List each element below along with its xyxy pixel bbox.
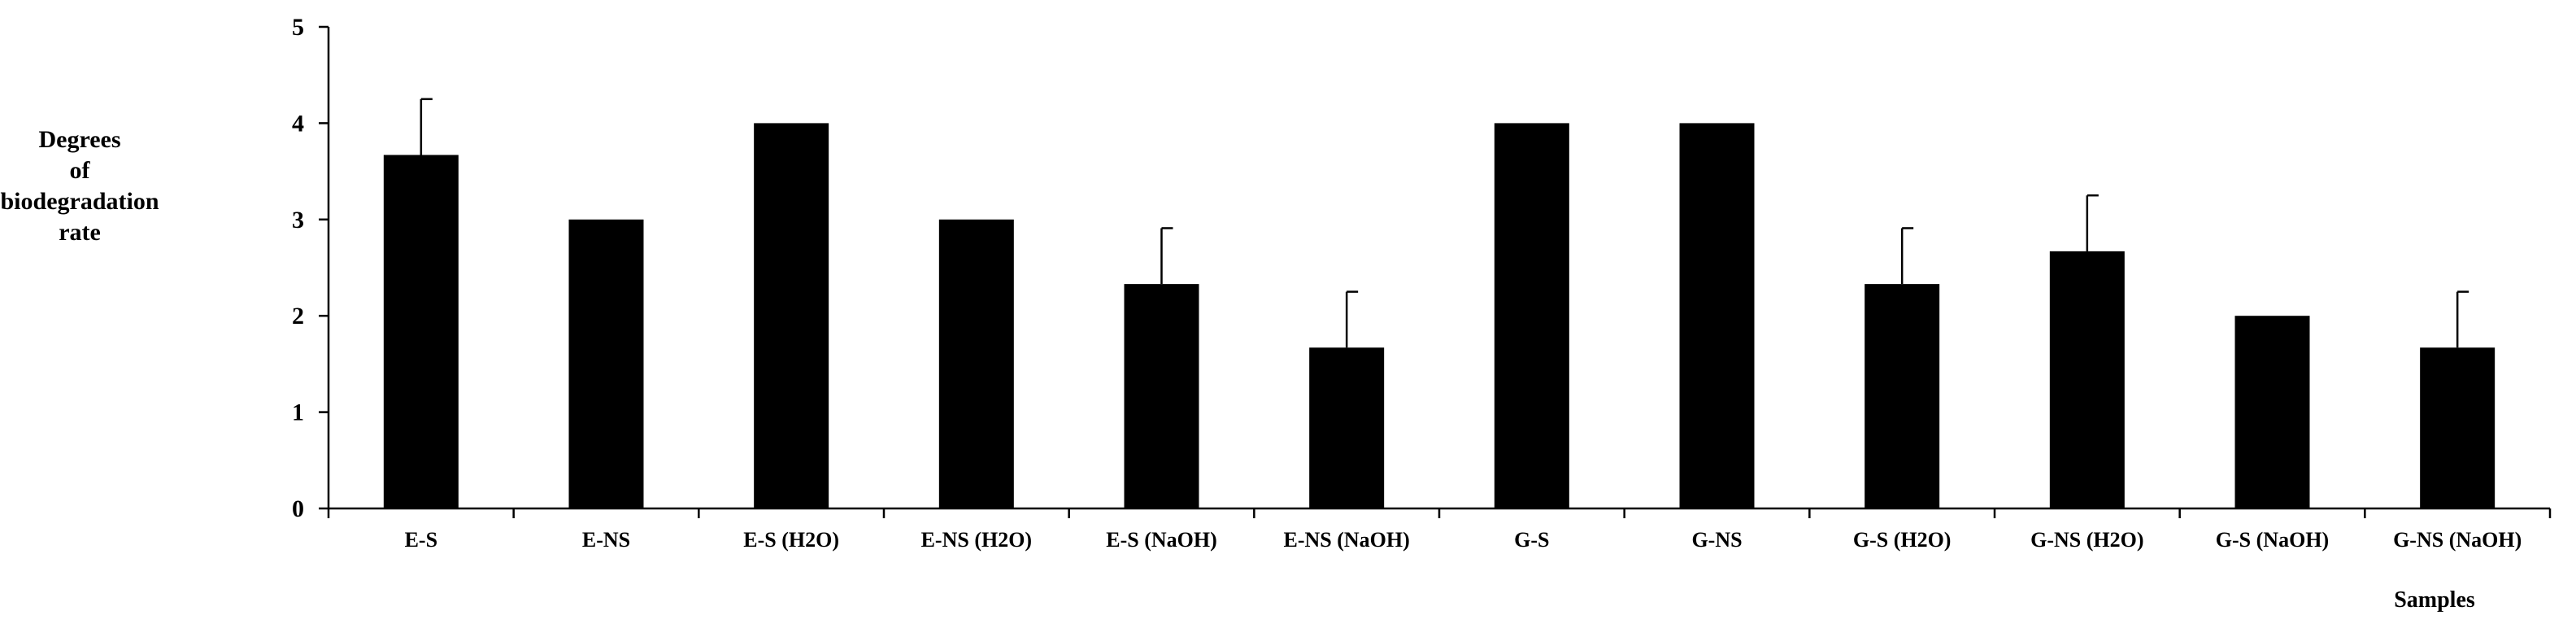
y-tick-label: 5	[292, 14, 304, 41]
y-axis-label-line-2: of	[70, 157, 91, 184]
x-tick-label: G-NS	[1691, 528, 1742, 552]
x-tick-label: E-NS	[582, 528, 630, 552]
y-axis-label-line-4: rate	[59, 219, 101, 246]
y-tick-label: 1	[292, 399, 304, 426]
bar	[383, 155, 459, 509]
bar	[1679, 123, 1755, 508]
bar	[754, 123, 829, 508]
y-axis-label: Degrees of biodegradation rate	[0, 126, 159, 246]
y-tick-label: 2	[292, 303, 304, 329]
x-tick-label: G-NS (NaOH)	[2393, 528, 2522, 552]
y-tick-label: 3	[292, 207, 304, 233]
bar	[568, 219, 644, 508]
y-axis-label-line-1: Degrees	[38, 126, 120, 153]
bar	[1865, 284, 1940, 508]
bar	[2420, 347, 2496, 508]
bar	[938, 219, 1014, 508]
bar	[2049, 251, 2125, 508]
x-tick-label: E-S	[405, 528, 437, 552]
x-tick-label: G-NS (H2O)	[2030, 528, 2143, 552]
y-tick-label: 4	[292, 110, 304, 137]
x-tick-label: G-S (NaOH)	[2216, 528, 2329, 552]
x-tick-label: E-S (H2O)	[743, 528, 839, 552]
x-tick-label: G-S (H2O)	[1853, 528, 1952, 552]
plot-area: 0 1 2 3 4 5 E-S E-NS E-S (H2O) E-NS (H2O) E-S (NaO…	[292, 14, 2552, 552]
x-tick-label: E-NS (NaOH)	[1284, 528, 1410, 552]
bar	[1309, 347, 1385, 508]
bar	[1494, 123, 1569, 508]
x-tick-label: E-S (NaOH)	[1106, 528, 1217, 552]
x-tick-label: E-NS (H2O)	[921, 528, 1033, 552]
y-tick-label: 0	[292, 495, 304, 522]
x-axis-label: Samples	[2394, 587, 2475, 613]
x-tick-label: G-S	[1514, 528, 1549, 552]
y-axis-label-line-3: biodegradation	[0, 188, 159, 215]
bar	[1124, 284, 1199, 508]
bar	[2234, 316, 2310, 508]
